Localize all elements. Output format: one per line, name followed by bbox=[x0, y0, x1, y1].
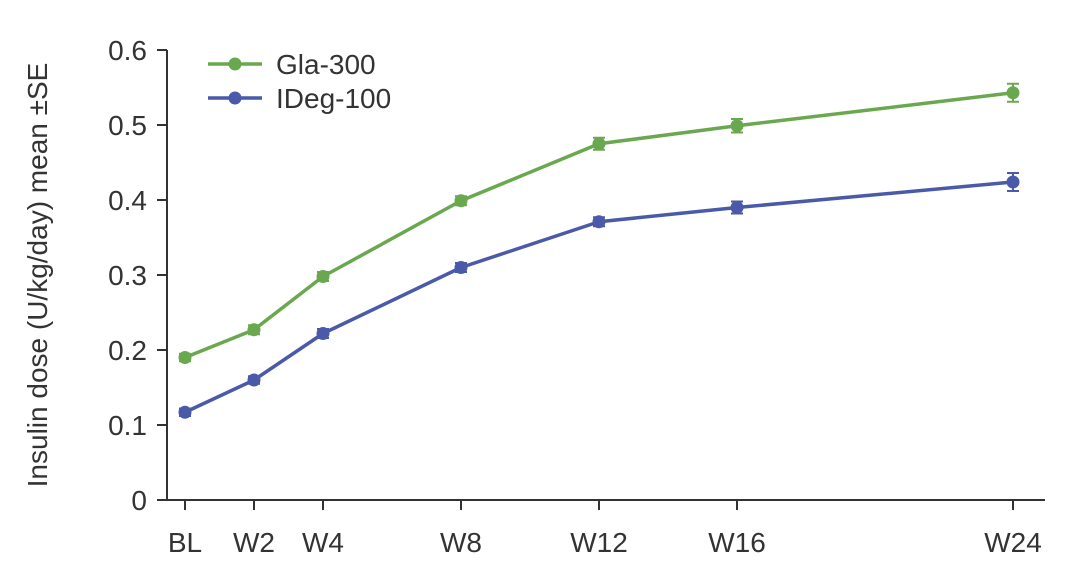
data-point bbox=[178, 405, 192, 419]
data-point bbox=[592, 215, 606, 229]
y-axis-title: Insulin dose (U/kg/day) mean ±SE bbox=[22, 63, 53, 488]
x-tick-label: W2 bbox=[233, 527, 275, 558]
legend-label: IDeg-100 bbox=[276, 83, 391, 114]
legend-swatch-marker bbox=[228, 91, 242, 105]
legend-label: Gla-300 bbox=[276, 49, 376, 80]
legend-swatch-marker bbox=[228, 57, 242, 71]
y-tick-label: 0.6 bbox=[108, 35, 147, 66]
data-point bbox=[316, 327, 330, 340]
data-point bbox=[592, 137, 606, 151]
data-point bbox=[1006, 86, 1020, 100]
data-point bbox=[1006, 175, 1020, 189]
y-tick-label: 0 bbox=[131, 485, 147, 516]
data-point bbox=[730, 201, 744, 214]
axes: 0 0.1 0.2 0.3 0.4 0.5 0.6 BL W2 W4 W8 W12 W16 W24 bbox=[108, 35, 1045, 558]
series-layer bbox=[178, 82, 1020, 419]
x-tick-label: W24 bbox=[984, 527, 1042, 558]
legend-entry: IDeg-100 bbox=[208, 83, 391, 114]
y-tick-label: 0.5 bbox=[108, 110, 147, 141]
x-tick-label: W8 bbox=[440, 527, 482, 558]
x-tick-label: W12 bbox=[570, 527, 628, 558]
data-point bbox=[730, 119, 744, 133]
y-tick-label: 0.3 bbox=[108, 260, 147, 291]
x-tick-label: W4 bbox=[302, 527, 344, 558]
data-point bbox=[454, 194, 468, 208]
x-ticks: BL W2 W4 W8 W12 W16 W24 bbox=[168, 500, 1042, 558]
y-tick-label: 0.4 bbox=[108, 185, 147, 216]
data-point bbox=[316, 270, 330, 283]
x-tick-label: BL bbox=[168, 527, 202, 558]
data-point bbox=[247, 373, 261, 387]
data-point bbox=[178, 351, 192, 364]
x-tick-label: W16 bbox=[708, 527, 766, 558]
series-ideg-100 bbox=[178, 172, 1020, 419]
legend-entry: Gla-300 bbox=[208, 49, 376, 80]
data-point bbox=[247, 323, 261, 337]
data-point bbox=[454, 261, 468, 274]
series-gla-300 bbox=[178, 82, 1020, 364]
y-tick-label: 0.1 bbox=[108, 410, 147, 441]
y-tick-label: 0.2 bbox=[108, 335, 147, 366]
y-ticks: 0 0.1 0.2 0.3 0.4 0.5 0.6 bbox=[108, 35, 167, 516]
